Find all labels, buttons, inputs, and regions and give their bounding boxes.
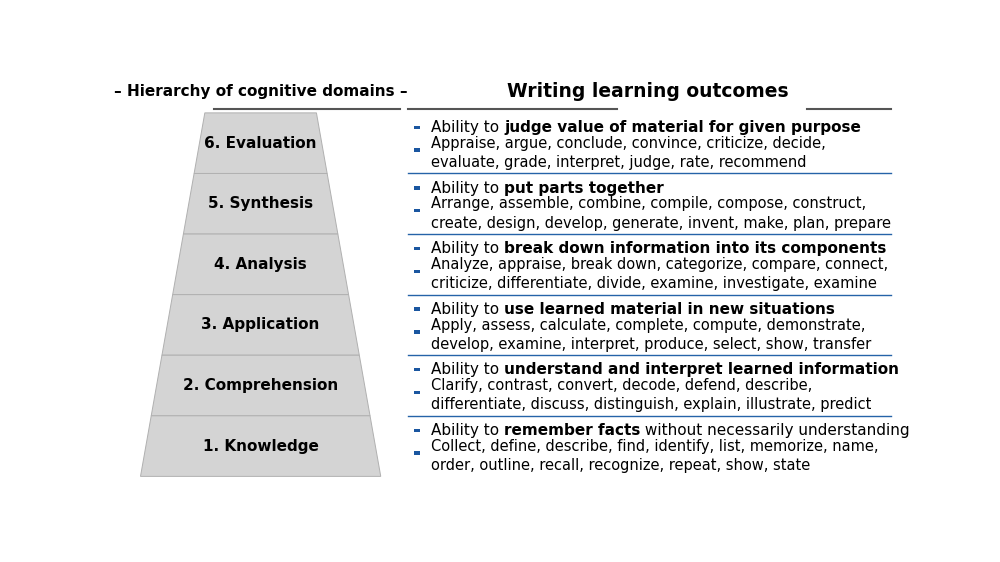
Polygon shape <box>194 113 327 174</box>
Text: 4. Analysis: 4. Analysis <box>214 257 307 272</box>
Text: put parts together: put parts together <box>504 180 664 196</box>
Bar <box>414 270 420 273</box>
Text: Ability to: Ability to <box>431 302 504 316</box>
Bar <box>414 429 420 432</box>
Bar <box>414 307 420 311</box>
Bar <box>414 209 420 212</box>
Text: Clarify, contrast, convert, decode, defend, describe,
differentiate, discuss, di: Clarify, contrast, convert, decode, defe… <box>431 378 872 413</box>
Text: Ability to: Ability to <box>431 362 504 377</box>
Text: Appraise, argue, conclude, convince, criticize, decide,
evaluate, grade, interpr: Appraise, argue, conclude, convince, cri… <box>431 136 826 170</box>
Text: 3. Application: 3. Application <box>201 318 320 332</box>
Bar <box>414 330 420 334</box>
Text: remember facts: remember facts <box>504 423 640 438</box>
Text: Ability to: Ability to <box>431 241 504 256</box>
Polygon shape <box>162 294 359 355</box>
Bar <box>414 247 420 250</box>
Bar <box>414 391 420 394</box>
Text: 6. Evaluation: 6. Evaluation <box>204 135 317 151</box>
Text: Ability to: Ability to <box>431 120 504 135</box>
Bar <box>414 368 420 371</box>
Text: 1. Knowledge: 1. Knowledge <box>203 438 319 454</box>
Text: Analyze, appraise, break down, categorize, compare, connect,
criticize, differen: Analyze, appraise, break down, categoriz… <box>431 257 888 291</box>
Text: use learned material in new situations: use learned material in new situations <box>504 302 835 316</box>
Polygon shape <box>183 174 338 234</box>
Bar <box>414 186 420 190</box>
Text: understand and interpret learned information: understand and interpret learned informa… <box>504 362 899 377</box>
Text: Collect, define, describe, find, identify, list, memorize, name,
order, outline,: Collect, define, describe, find, identif… <box>431 439 879 473</box>
Bar <box>414 148 420 152</box>
Text: judge value of material for given purpose: judge value of material for given purpos… <box>504 120 861 135</box>
Bar <box>414 451 420 455</box>
Bar <box>414 126 420 129</box>
Polygon shape <box>173 234 349 294</box>
Text: without necessarily understanding: without necessarily understanding <box>640 423 910 438</box>
Text: Writing learning outcomes: Writing learning outcomes <box>507 81 789 101</box>
Text: Ability to: Ability to <box>431 423 504 438</box>
Text: Arrange, assemble, combine, compile, compose, construct,
create, design, develop: Arrange, assemble, combine, compile, com… <box>431 196 891 230</box>
Text: Apply, assess, calculate, complete, compute, demonstrate,
develop, examine, inte: Apply, assess, calculate, complete, comp… <box>431 318 871 352</box>
Text: Ability to: Ability to <box>431 180 504 196</box>
Polygon shape <box>151 355 370 416</box>
Text: 2. Comprehension: 2. Comprehension <box>183 378 338 393</box>
Text: – Hierarchy of cognitive domains –: – Hierarchy of cognitive domains – <box>114 84 407 99</box>
Text: break down information into its components: break down information into its componen… <box>504 241 887 256</box>
Polygon shape <box>140 416 381 477</box>
Text: 5. Synthesis: 5. Synthesis <box>208 196 313 211</box>
